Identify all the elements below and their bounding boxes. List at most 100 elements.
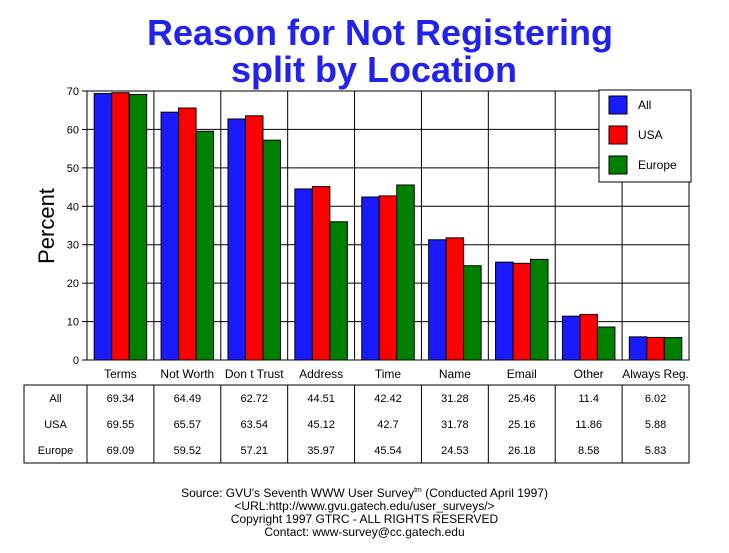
category-label: Other [574, 367, 604, 381]
chart-title-line-2: split by Location [231, 49, 517, 90]
y-tick-label: 60 [67, 124, 79, 136]
legend-swatch-europe [608, 155, 628, 175]
bar-europe-0 [128, 93, 148, 361]
plot-frame [86, 90, 690, 361]
legend: All USA Europe [598, 89, 692, 183]
table-cell-europe-5: 24.53 [441, 445, 469, 457]
table-cell-all-4: 42.42 [374, 393, 402, 405]
category-label: Email [507, 367, 537, 381]
table-cell-europe-4: 45.54 [374, 445, 402, 457]
footer: Source: GVU's Seventh WWW User Surveytm … [0, 484, 729, 539]
table-cell-all-7: 11.4 [578, 393, 599, 405]
legend-swatch-all [608, 95, 628, 115]
data-table: All 69.34 64.49 62.72 44.51 42.42 31.28 25.46 11… [23, 384, 690, 464]
table-cell-all-1: 64.49 [174, 393, 202, 405]
y-tick-label: 30 [67, 240, 79, 252]
bar-usa-1 [178, 107, 197, 361]
bar-all-7 [561, 315, 581, 361]
table-cell-usa-7: 11.86 [575, 419, 602, 431]
bar-europe-5 [463, 265, 482, 361]
table-cell-usa-5: 31.78 [441, 419, 469, 431]
bar-europe-7 [596, 326, 616, 361]
source-line: Source: GVU's Seventh WWW User Surveytm … [0, 484, 729, 500]
table-cell-europe-1: 59.52 [174, 445, 202, 457]
bar-all-8 [628, 336, 648, 361]
legend-label-europe: Europe [638, 158, 677, 172]
source-suffix: (Conducted April 1997) [421, 486, 548, 500]
bar-all-5 [428, 239, 447, 361]
table-cell-usa-8: 5.88 [645, 419, 666, 431]
category-labels: Terms Not Worth Don t Trust Address Time Name… [104, 367, 689, 381]
source-prefix: Source: GVU's Seventh WWW User Survey [181, 486, 415, 500]
category-label: Terms [104, 367, 137, 381]
bar-usa-7 [579, 313, 598, 361]
table-cell-europe-3: 35.97 [307, 445, 335, 457]
y-tick-label: 40 [67, 201, 79, 213]
trademark-mark: tm [414, 487, 422, 494]
bar-usa-6 [512, 262, 532, 361]
table-cell-all-2: 62.72 [240, 393, 268, 405]
y-tick-label: 50 [67, 163, 79, 175]
y-tick-label: 10 [67, 317, 79, 329]
category-label: Not Worth [160, 367, 214, 381]
bar-europe-2 [262, 139, 281, 361]
bar-usa-5 [445, 237, 465, 361]
bar-all-0 [93, 93, 113, 361]
legend-label-usa: USA [638, 128, 663, 142]
table-cell-europe-2: 57.21 [240, 445, 268, 457]
table-cell-all-5: 31.28 [441, 393, 469, 405]
table-cell-usa-0: 69.55 [107, 419, 135, 431]
bar-europe-4 [396, 184, 415, 361]
table-frame [23, 384, 690, 464]
bar-usa-0 [111, 92, 130, 361]
table-cell-usa-3: 45.12 [307, 419, 335, 431]
legend-label-all: All [638, 98, 651, 112]
y-tick-label: 20 [67, 278, 79, 290]
table-cell-europe-0: 69.09 [107, 445, 135, 457]
table-row-label-europe: Europe [38, 445, 73, 457]
table-cell-europe-8: 5.83 [645, 445, 666, 457]
bar-usa-2 [244, 115, 264, 361]
bar-usa-4 [378, 195, 398, 361]
category-label: Name [439, 367, 471, 381]
table-cell-usa-6: 25.16 [508, 419, 536, 431]
y-axis-label: Percent [34, 188, 59, 264]
chart: Reason for Not Registering split by Loca… [23, 12, 692, 464]
bar-europe-1 [195, 130, 215, 361]
bar-all-1 [160, 111, 180, 361]
y-tick-label: 0 [73, 355, 79, 367]
contact: Contact: www-survey@cc.gatech.edu [264, 525, 465, 539]
bar-europe-3 [329, 221, 348, 361]
table-cell-usa-4: 42.7 [377, 419, 398, 431]
chart-title-line-1: Reason for Not Registering [147, 12, 613, 53]
table-cell-usa-1: 65.57 [174, 419, 202, 431]
source-url: <URL:http://www.gvu.gatech.edu/user_surv… [234, 499, 495, 513]
table-cell-europe-6: 26.18 [508, 445, 536, 457]
copyright: Copyright 1997 GTRC - ALL RIGHTS RESERVE… [230, 512, 499, 526]
y-tick-labels: 0 10 20 30 40 50 60 70 [67, 86, 87, 367]
category-label: Always Reg. [622, 367, 689, 381]
bar-usa-8 [646, 336, 665, 361]
table-cell-all-8: 6.02 [645, 393, 666, 405]
bars [93, 92, 683, 361]
table-cell-all-6: 25.46 [508, 393, 536, 405]
category-label: Don t Trust [225, 367, 284, 381]
table-cell-usa-2: 63.54 [240, 419, 268, 431]
bar-all-4 [361, 196, 380, 361]
axes [86, 90, 690, 361]
bar-europe-8 [663, 337, 683, 361]
table-row-label-all: All [49, 393, 61, 405]
bar-all-2 [227, 118, 246, 361]
category-label: Time [375, 367, 402, 381]
bar-all-6 [495, 261, 514, 361]
y-tick-label: 70 [67, 86, 79, 98]
bar-all-3 [294, 188, 313, 361]
table-cell-all-3: 44.51 [307, 393, 335, 405]
legend-swatch-usa [608, 125, 628, 145]
bar-europe-6 [530, 258, 549, 361]
category-label: Address [299, 367, 343, 381]
table-cell-europe-7: 8.58 [578, 445, 599, 457]
bar-usa-3 [311, 186, 331, 361]
table-cell-all-0: 69.34 [107, 393, 135, 405]
table-row-label-usa: USA [44, 419, 67, 431]
